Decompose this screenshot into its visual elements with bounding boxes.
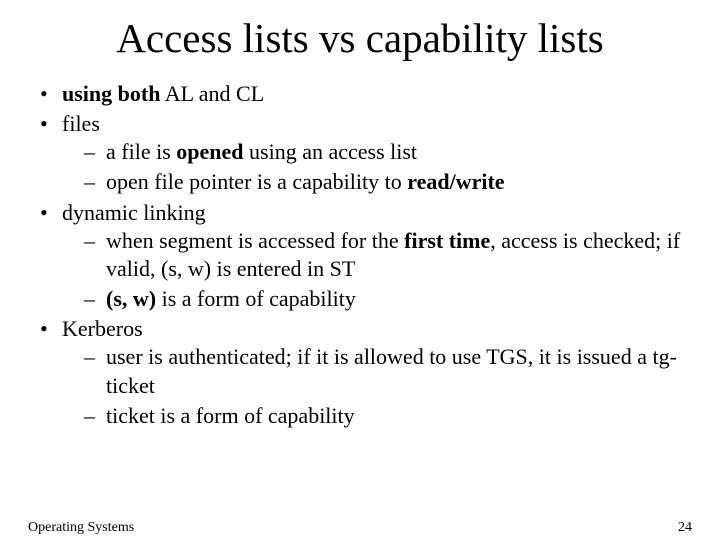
text-span: user is authenticated; if it is allowed …	[106, 344, 677, 397]
text-span: dynamic linking	[62, 200, 206, 225]
bullet-item: files a file is opened using an access l…	[40, 110, 690, 196]
slide-content: using both AL and CL files a file is ope…	[40, 80, 690, 430]
text-span: ticket is a form of capability	[106, 403, 355, 428]
text-span: is a form of capability	[156, 286, 356, 311]
bold-text: first time	[404, 228, 490, 253]
dash-item: ticket is a form of capability	[84, 402, 690, 430]
text-span: when segment is accessed for the	[106, 228, 404, 253]
bullet-list: using both AL and CL files a file is ope…	[40, 80, 690, 430]
dash-list: user is authenticated; if it is allowed …	[84, 343, 690, 429]
slide-title: Access lists vs capability lists	[0, 14, 720, 62]
text-span: files	[62, 111, 100, 136]
dash-item: user is authenticated; if it is allowed …	[84, 343, 690, 399]
bullet-item: Kerberos user is authenticated; if it is…	[40, 315, 690, 430]
bold-text: using both	[62, 81, 160, 106]
text-span: AL and CL	[160, 81, 264, 106]
text-span: open file pointer is a capability to	[106, 169, 407, 194]
bullet-item: dynamic linking when segment is accessed…	[40, 199, 690, 314]
footer-page-number: 24	[678, 520, 692, 536]
bold-text: read/write	[407, 169, 504, 194]
dash-item: open file pointer is a capability to rea…	[84, 168, 690, 196]
bold-text: (s, w)	[106, 286, 156, 311]
footer-left: Operating Systems	[28, 520, 134, 536]
bold-text: opened	[176, 139, 243, 164]
text-span: using an access list	[244, 139, 418, 164]
dash-list: when segment is accessed for the first t…	[84, 227, 690, 313]
dash-item: when segment is accessed for the first t…	[84, 227, 690, 283]
text-span: a file is	[106, 139, 176, 164]
dash-item: (s, w) is a form of capability	[84, 285, 690, 313]
bullet-item: using both AL and CL	[40, 80, 690, 108]
slide-footer: Operating Systems 24	[28, 520, 692, 536]
text-span: Kerberos	[62, 316, 143, 341]
dash-list: a file is opened using an access list op…	[84, 138, 690, 196]
dash-item: a file is opened using an access list	[84, 138, 690, 166]
slide: Access lists vs capability lists using b…	[0, 14, 720, 540]
